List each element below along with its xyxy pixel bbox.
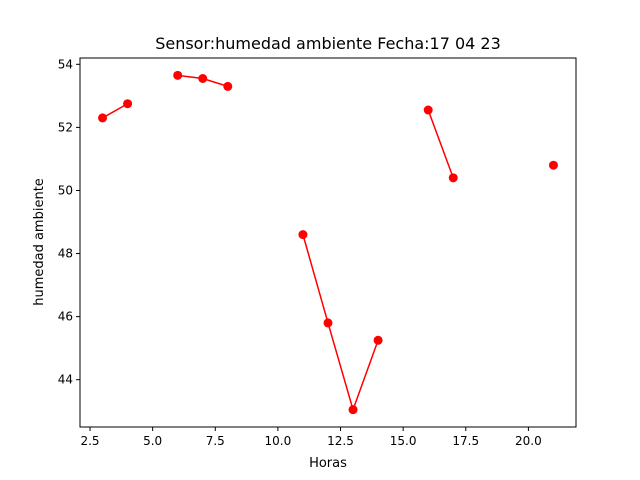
x-tick-label: 15.0	[390, 434, 417, 448]
data-point	[198, 74, 208, 83]
data-point	[173, 70, 183, 80]
x-tick-label: 20.0	[515, 434, 542, 448]
data-point	[123, 99, 133, 109]
x-axis: 2.5 5.0 7.5 10.0 12.5 15.0 17.5 20.0	[80, 427, 542, 448]
x-tick-label: 17.5	[452, 434, 479, 448]
x-tick-label: 10.0	[265, 434, 292, 448]
series-line-segment-3	[302, 234, 379, 413]
data-point	[298, 230, 308, 240]
x-tick-label: 12.5	[327, 434, 354, 448]
data-point	[423, 105, 433, 115]
data-point	[448, 173, 458, 183]
chart-title: Sensor:humedad ambiente Fecha:17 04 23	[155, 34, 501, 53]
x-axis-label: Horas	[309, 456, 347, 471]
x-tick-label: 7.5	[206, 434, 225, 448]
data-point	[548, 160, 558, 170]
y-tick-label: 50	[58, 183, 73, 197]
data-point	[348, 405, 358, 415]
x-tick-label: 2.5	[80, 434, 99, 448]
y-tick-label: 54	[58, 57, 73, 71]
plot-frame	[79, 57, 577, 428]
data-point	[223, 81, 233, 91]
y-axis-label: humedad ambiente	[32, 178, 47, 306]
y-axis: 44 46 48 50 52 54	[58, 57, 80, 387]
x-tick-label: 5.0	[143, 434, 162, 448]
data-point	[323, 318, 333, 328]
data-point	[98, 113, 108, 123]
data-point	[373, 335, 383, 345]
plot-area	[98, 70, 558, 415]
y-tick-label: 46	[58, 310, 73, 324]
series-line-segment-1	[102, 103, 128, 119]
y-tick-label: 52	[58, 120, 73, 134]
y-tick-label: 44	[58, 373, 73, 387]
y-tick-label: 48	[58, 247, 73, 261]
series-line-segment-4	[427, 109, 454, 179]
